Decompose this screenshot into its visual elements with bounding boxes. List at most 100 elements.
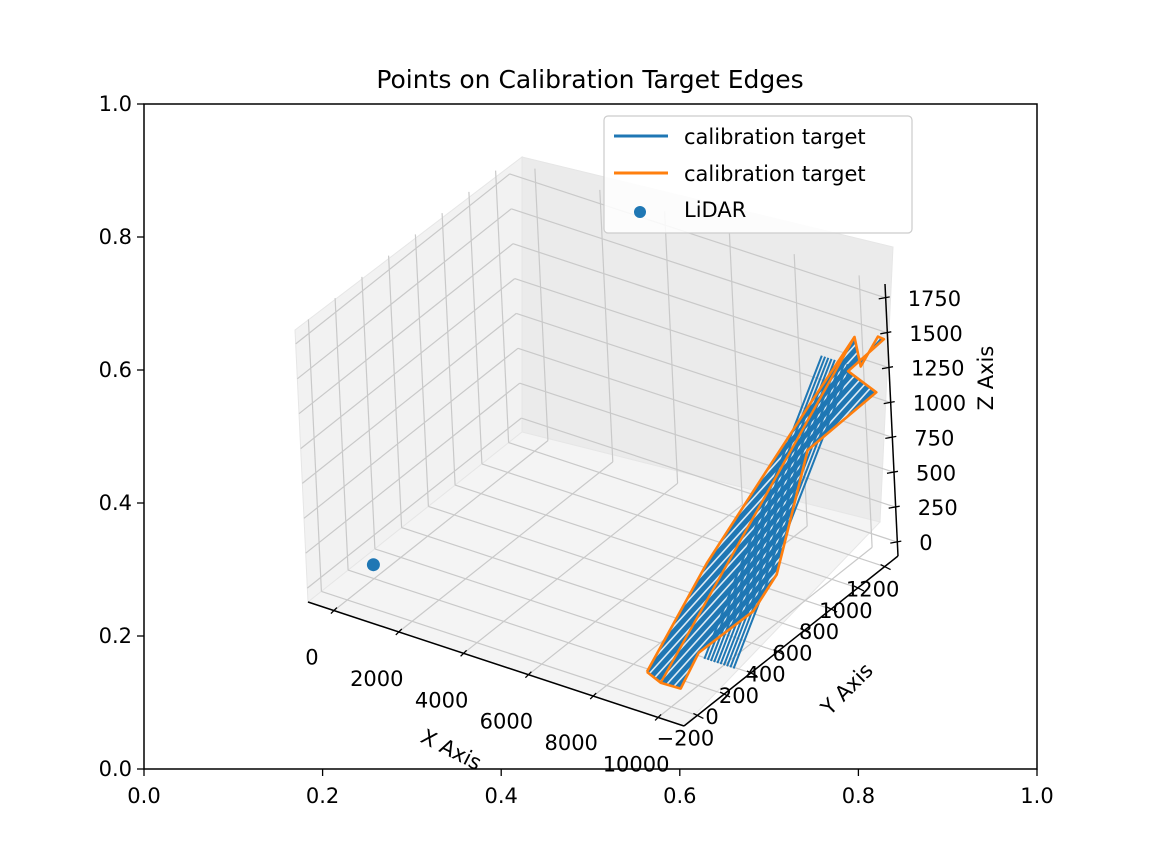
- legend-label: calibration target: [684, 162, 866, 186]
- calibration-line-blue: [722, 361, 843, 666]
- y-tick-label: −200: [657, 726, 715, 750]
- y-tick: [693, 712, 704, 719]
- legend-label: calibration target: [684, 125, 866, 149]
- z-tick: [885, 435, 897, 440]
- y-tick-label: 600: [772, 641, 812, 665]
- target-hatch-line: [1113, 317, 1152, 709]
- outer-y-tick-label: 0.4: [99, 491, 132, 515]
- calibration-line-blue: [716, 359, 836, 664]
- grid-line-x: [463, 482, 678, 654]
- x-tick-label: 8000: [544, 731, 597, 755]
- z-tick: [888, 505, 900, 509]
- grid-line-y: [321, 590, 698, 716]
- z-tick: [880, 331, 892, 335]
- y-tick: [880, 564, 891, 571]
- grid-line-z: [305, 382, 521, 554]
- outer-x-tick-label: 0.6: [663, 784, 696, 808]
- legend-label: LiDAR: [684, 198, 746, 222]
- z-tick: [890, 540, 902, 544]
- lidar-point: [366, 558, 380, 572]
- z-tick-label: 1750: [908, 287, 961, 311]
- outer-y-tick-label: 0.2: [99, 624, 132, 648]
- calibration-line-blue: [706, 356, 827, 661]
- grid-line-y: [334, 298, 349, 571]
- z-tick: [878, 296, 890, 300]
- grid-line-z: [301, 312, 517, 484]
- y-tick-label: 200: [719, 684, 759, 708]
- target-hatch-line: [646, 336, 884, 689]
- series-calibration-target-orange: [645, 335, 886, 690]
- x-tick-label: 10000: [603, 752, 670, 776]
- x-tick: [330, 607, 338, 615]
- target-hatch-line: [1095, 317, 1152, 709]
- grid-line-z: [295, 173, 511, 345]
- target-hatch-line: [1104, 317, 1152, 709]
- target-hatch-line: [1122, 317, 1152, 709]
- y-tick: [800, 627, 811, 634]
- y-tick-label: 800: [799, 620, 839, 644]
- x-tick: [524, 671, 532, 679]
- calibration-line-blue: [713, 358, 833, 663]
- grid-line-y: [388, 255, 403, 528]
- x-axis-line: [307, 601, 685, 727]
- z-axis-line: [884, 283, 899, 557]
- y-tick: [826, 606, 838, 613]
- grid-line-y: [441, 213, 456, 486]
- y-tick: [773, 649, 784, 656]
- grid-line-y: [414, 234, 429, 507]
- y-tick: [853, 585, 865, 592]
- grid-line-x: [534, 168, 549, 441]
- grid-line-y: [468, 191, 483, 464]
- z-tick-label: 750: [914, 426, 954, 450]
- outer-x-tick-label: 0.8: [842, 784, 875, 808]
- target-hatch-line: [1032, 317, 1152, 709]
- grid-line-z: [509, 173, 886, 299]
- target-hatch-line: [1068, 317, 1152, 709]
- z-tick-label: 1000: [913, 392, 966, 416]
- grid-line-z: [521, 417, 898, 543]
- grid-line-z: [517, 347, 895, 473]
- target-hatch-line: [1086, 317, 1152, 709]
- grid-line-z: [512, 243, 890, 369]
- calibration-outline-orange: [645, 335, 886, 690]
- y-tick: [719, 691, 731, 698]
- grid-line-y: [481, 463, 859, 589]
- grid-line-x: [858, 275, 873, 548]
- x-tick: [589, 692, 597, 700]
- legend-box: [603, 115, 913, 234]
- grid-line-y: [495, 170, 510, 443]
- legend: calibration target calibration target Li…: [603, 115, 913, 234]
- y-tick: [746, 670, 758, 677]
- target-hatch-line: [1059, 317, 1152, 709]
- x-tick-label: 6000: [480, 710, 533, 734]
- calibration-line-blue: [729, 363, 849, 668]
- outer-x-tick-label: 1.0: [1020, 784, 1053, 808]
- grid-line-z: [303, 347, 519, 519]
- target-hatch-line: [1023, 317, 1152, 709]
- outer-y-tick-label: 0.0: [99, 757, 132, 781]
- target-hatch-line: [1050, 317, 1152, 709]
- grid-line-z: [306, 417, 522, 589]
- y-tick-label: 1000: [819, 599, 872, 623]
- grid-line-y: [361, 276, 376, 549]
- outer-y-tick-label: 1.0: [99, 92, 132, 116]
- target-hatch-line: [1131, 317, 1152, 709]
- grid-line-y: [508, 442, 885, 568]
- outer-y-tick-label: 0.6: [99, 358, 132, 382]
- grid-line-x: [333, 440, 549, 612]
- z-tick-label: 250: [918, 496, 958, 520]
- target-hatch-line: [1041, 317, 1152, 709]
- grid-line-x: [657, 546, 873, 718]
- grid-line-x: [528, 504, 743, 676]
- outer-x-tick-label: 0.0: [127, 784, 160, 808]
- x-tick: [654, 713, 662, 721]
- grid-line-z: [298, 243, 514, 415]
- z-tick: [881, 366, 894, 370]
- z-tick-label: 1250: [911, 357, 964, 381]
- legend-swatch-lidar: [634, 206, 646, 218]
- outer-axes-ticks: 0.0 0.2 0.4 0.6 0.8 1.0 0.0 0.2 0.4 0.6 0.8 1.0: [99, 92, 1054, 808]
- x-tick: [395, 628, 403, 636]
- x-tick-label: 4000: [415, 688, 468, 712]
- outer-y-tick-label: 0.8: [99, 225, 132, 249]
